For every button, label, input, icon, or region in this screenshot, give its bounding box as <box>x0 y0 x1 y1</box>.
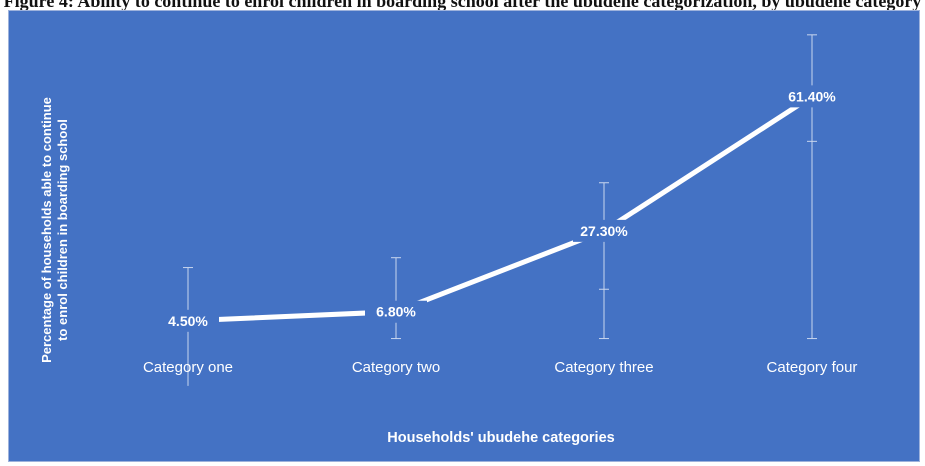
data-label-1: 4.50% <box>168 313 208 329</box>
data-label-bg-3 <box>573 219 635 242</box>
data-label-bg-2 <box>365 300 427 323</box>
series-line-path <box>185 93 815 324</box>
data-label-bg-1 <box>157 309 219 332</box>
data-label-bg-4 <box>781 85 843 108</box>
x-tick-label-4: Category four <box>767 359 858 376</box>
x-tick-labels: Category one Category two Category three Ca… <box>143 359 857 376</box>
x-tick-label-2: Category two <box>352 359 440 376</box>
data-label-2: 6.80% <box>376 304 416 320</box>
x-tick-label-1: Category one <box>143 359 233 376</box>
y-axis-label-line-1: Percentage of households able to continu… <box>39 97 54 363</box>
x-axis-label: Households' ubudehe categories <box>387 430 614 446</box>
series-line <box>185 93 815 324</box>
data-label-3: 27.30% <box>580 223 628 239</box>
x-tick-label-3: Category three <box>554 359 653 376</box>
y-axis-label-line-2: to enrol children in boarding school <box>55 119 70 341</box>
data-label-4: 61.40% <box>788 88 836 104</box>
y-axis-label: Percentage of households able to continu… <box>39 97 70 363</box>
error-bars <box>183 34 817 386</box>
chart-area <box>8 10 920 462</box>
figure-caption: Figure 4: Ability to continue to enrol c… <box>3 0 922 11</box>
data-labels: 4.50% 6.80% 27.30% 61.40% <box>157 85 843 332</box>
